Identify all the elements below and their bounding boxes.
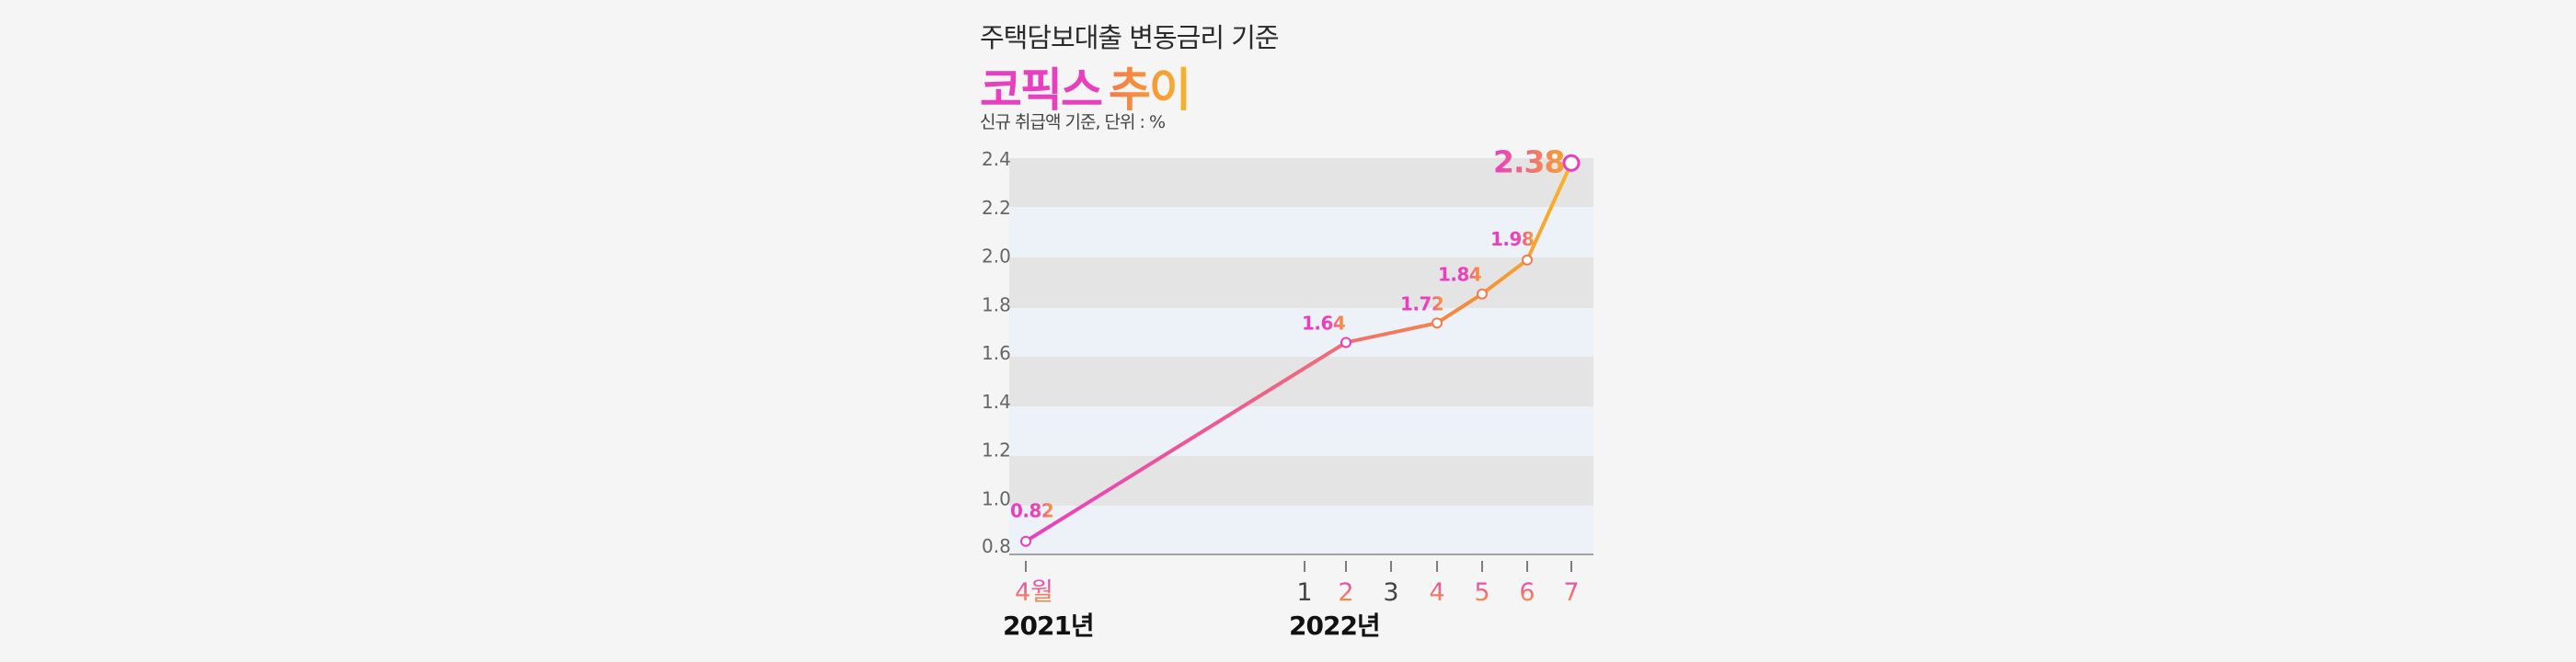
x-tick-label: 7 [1563, 578, 1579, 607]
data-point [1432, 317, 1443, 329]
data-labels: 0.82 1.64 1.72 1.84 1.98 2.38 [1010, 143, 1565, 522]
grid-band [1009, 357, 1593, 406]
grid-band [1009, 308, 1593, 357]
y-tick-label: 2.0 [982, 245, 1011, 268]
y-tick-label: 2.4 [982, 148, 1011, 170]
x-tick-label: 4 [1429, 578, 1444, 607]
unit-note: 신규 취급액 기준, 단위 : % [980, 112, 1166, 132]
data-label: 0.82 [1010, 500, 1053, 522]
chart-title-part2: 추이 [1109, 53, 1191, 120]
grid-band [1009, 257, 1593, 308]
grid-band [1009, 506, 1593, 554]
data-label: 1.64 [1302, 312, 1345, 334]
data-label: 2.38 [1493, 143, 1564, 179]
grid-band [1009, 456, 1593, 506]
x-tick-label: 3 [1383, 578, 1398, 607]
y-tick-label: 1.6 [982, 342, 1011, 364]
x-tick-label: 5 [1474, 578, 1489, 607]
y-tick-label: 1.4 [982, 391, 1011, 413]
data-point [1020, 535, 1031, 547]
series-polyline [1024, 162, 1573, 543]
year-label: 2022년 [1289, 611, 1380, 641]
y-tick-label: 1.8 [982, 293, 1011, 315]
y-tick-label: 0.8 [982, 535, 1011, 557]
y-tick-label: 2.2 [982, 197, 1011, 219]
x-axis: 4월 1 2 3 4 5 6 7 2021년 2022년 [1003, 561, 1580, 641]
data-point [1340, 337, 1351, 348]
grid-band [1009, 406, 1593, 456]
chart-subtitle: 주택담보대출 변동금리 기준 [980, 22, 1280, 53]
data-label: 1.72 [1400, 292, 1443, 314]
data-label: 1.84 [1438, 264, 1481, 286]
data-points [1020, 154, 1581, 547]
y-axis: 0.8 1.0 1.2 1.4 1.6 1.8 2.0 2.2 2.4 [982, 148, 1011, 557]
year-label: 2021년 [1003, 611, 1094, 641]
series-line [1024, 162, 1573, 543]
grid-bands [1009, 158, 1593, 555]
data-point [1522, 254, 1533, 266]
x-tick-label: 6 [1519, 578, 1535, 607]
grid-band [1009, 207, 1593, 257]
y-tick-label: 1.2 [982, 439, 1011, 462]
grid-band [1009, 158, 1593, 207]
chart-title-part1: 코픽스 [980, 63, 1103, 117]
data-point [1562, 154, 1581, 172]
data-label: 1.98 [1490, 228, 1534, 250]
data-point [1477, 288, 1488, 300]
x-tick-label: 1 [1296, 578, 1312, 607]
x-tick-label: 2 [1338, 578, 1353, 607]
y-tick-label: 1.0 [982, 487, 1011, 509]
x-tick-label: 4월 [1015, 578, 1053, 607]
